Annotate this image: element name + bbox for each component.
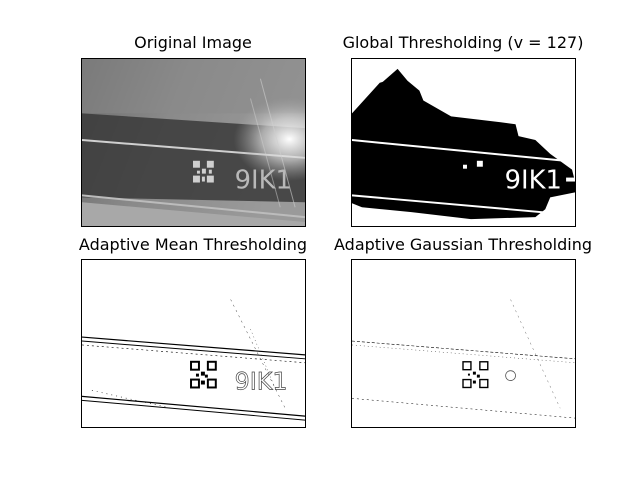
global-threshold-image: 9IK1: [351, 58, 576, 227]
printed-code-text: 9IK1: [505, 165, 562, 195]
binary-threshold-icon: 9IK1: [82, 260, 305, 427]
printed-code-fragment: [505, 370, 516, 381]
panel-title-gaussian: Adaptive Gaussian Thresholding: [334, 235, 592, 254]
adaptive-gaussian-image: [351, 259, 576, 428]
grayscale-photo-icon: 9IK1: [82, 59, 305, 226]
panel-title-global: Global Thresholding (v = 127): [342, 33, 584, 52]
printed-code-text: 9IK1: [235, 165, 292, 195]
adaptive-mean-image: 9IK1: [81, 259, 306, 428]
panel-title-mean: Adaptive Mean Thresholding: [78, 235, 308, 254]
printed-code-text: 9IK1: [235, 367, 288, 395]
binary-threshold-icon: [352, 260, 575, 427]
panel-title-original: Original Image: [134, 33, 252, 52]
binary-threshold-icon: 9IK1: [352, 59, 575, 226]
original-image: 9IK1: [81, 58, 306, 227]
